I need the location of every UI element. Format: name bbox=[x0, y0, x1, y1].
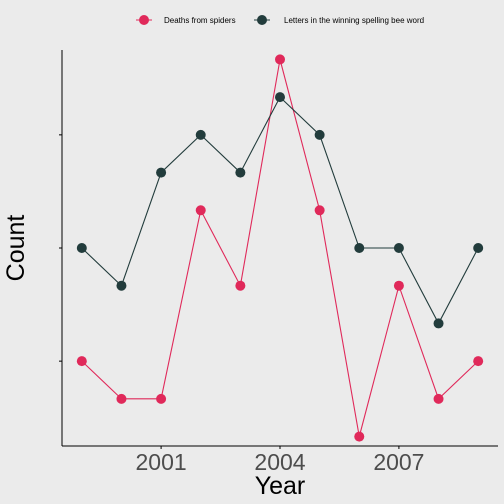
data-point bbox=[434, 394, 444, 404]
data-point bbox=[156, 394, 166, 404]
data-point bbox=[77, 356, 87, 366]
data-point bbox=[196, 205, 206, 215]
data-point bbox=[354, 432, 364, 442]
data-point bbox=[354, 243, 364, 253]
data-point bbox=[235, 168, 245, 178]
legend-swatch-marker-deaths bbox=[139, 15, 149, 25]
data-point bbox=[434, 318, 444, 328]
data-point bbox=[156, 168, 166, 178]
legend-swatch-marker-letters bbox=[257, 15, 267, 25]
data-point bbox=[473, 356, 483, 366]
data-point bbox=[275, 92, 285, 102]
data-point bbox=[275, 54, 285, 64]
data-point bbox=[394, 243, 404, 253]
data-point bbox=[235, 281, 245, 291]
legend-label-deaths: Deaths from spiders bbox=[164, 16, 236, 25]
data-point bbox=[116, 394, 126, 404]
data-point bbox=[473, 243, 483, 253]
x-tick-label: 2007 bbox=[373, 449, 424, 475]
data-point bbox=[315, 130, 325, 140]
legend-label-letters: Letters in the winning spelling bee word bbox=[284, 16, 424, 25]
x-ticks: 2001 2004 2007 bbox=[136, 446, 425, 475]
x-axis-title: Year bbox=[255, 472, 306, 500]
data-point bbox=[77, 243, 87, 253]
data-point bbox=[116, 281, 126, 291]
data-point bbox=[196, 130, 206, 140]
y-axis-title: Count bbox=[2, 215, 30, 282]
data-point bbox=[315, 205, 325, 215]
data-point bbox=[394, 281, 404, 291]
x-tick-label: 2001 bbox=[136, 449, 187, 475]
